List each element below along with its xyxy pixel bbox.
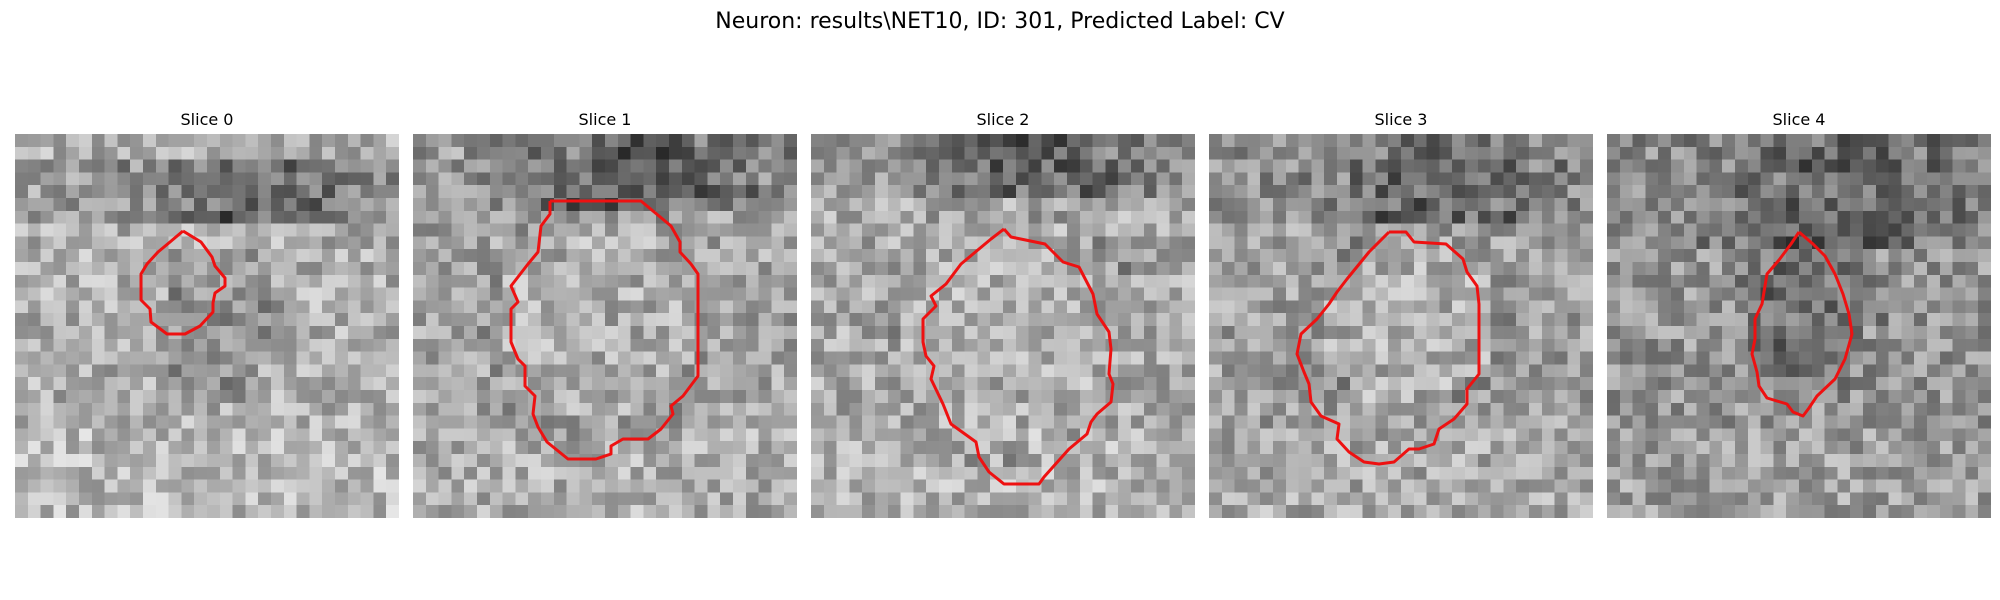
slice-title-2: Slice 2 bbox=[976, 110, 1030, 129]
slice-image-4 bbox=[1607, 134, 1991, 518]
slice-panel-0: Slice 0 bbox=[15, 108, 399, 518]
roi-contour-0 bbox=[139, 229, 227, 336]
roi-outline-3 bbox=[1295, 230, 1481, 466]
slice-title-1: Slice 1 bbox=[578, 110, 632, 129]
roi-contour-2 bbox=[921, 227, 1115, 486]
slice-title-3: Slice 3 bbox=[1374, 110, 1428, 129]
roi-outline-0 bbox=[139, 229, 227, 336]
slice-image-0 bbox=[15, 134, 399, 518]
roi-outline-4 bbox=[1750, 230, 1854, 418]
roi-outline-1 bbox=[509, 199, 700, 461]
slice-image-1 bbox=[413, 134, 797, 518]
slice-title-4: Slice 4 bbox=[1772, 110, 1826, 129]
roi-contour-3 bbox=[1295, 230, 1481, 466]
figure-title: Neuron: results\NET10, ID: 301, Predicte… bbox=[715, 9, 1285, 34]
slice-image-3 bbox=[1209, 134, 1593, 518]
roi-contour-4 bbox=[1750, 230, 1854, 418]
slice-panel-4: Slice 4 bbox=[1607, 108, 1991, 518]
slice-panel-2: Slice 2 bbox=[811, 108, 1195, 518]
slice-panel-3: Slice 3 bbox=[1209, 108, 1593, 518]
slice-panel-1: Slice 1 bbox=[413, 108, 797, 518]
slice-title-0: Slice 0 bbox=[180, 110, 234, 129]
roi-outline-2 bbox=[921, 227, 1115, 486]
roi-contour-1 bbox=[509, 199, 700, 461]
microscopy-image-4 bbox=[1607, 134, 1991, 518]
slice-image-2 bbox=[811, 134, 1195, 518]
microscopy-image-1 bbox=[413, 134, 797, 518]
microscopy-image-2 bbox=[811, 134, 1195, 518]
microscopy-image-0 bbox=[15, 134, 399, 518]
